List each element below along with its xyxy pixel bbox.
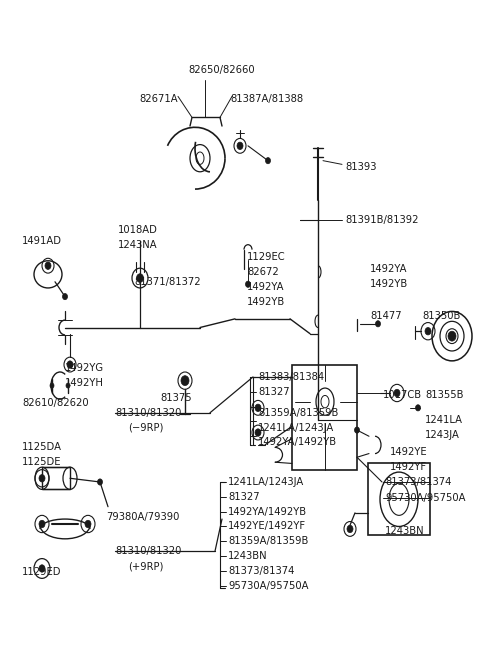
Text: 1129EC: 1129EC bbox=[247, 252, 286, 262]
Text: 1129ED: 1129ED bbox=[22, 567, 61, 577]
Circle shape bbox=[375, 321, 381, 327]
Text: (+9RP): (+9RP) bbox=[128, 561, 163, 571]
Text: 1492YA: 1492YA bbox=[370, 265, 408, 274]
Text: 1243BN: 1243BN bbox=[228, 551, 268, 561]
Text: 81373/81374: 81373/81374 bbox=[228, 566, 294, 576]
Text: 81387A/81388: 81387A/81388 bbox=[230, 94, 303, 104]
Text: 82672: 82672 bbox=[247, 267, 279, 277]
Text: 1241LA/1243JA: 1241LA/1243JA bbox=[228, 477, 304, 487]
Text: 81391B/81392: 81391B/81392 bbox=[345, 215, 419, 225]
Circle shape bbox=[66, 383, 70, 388]
Text: 1125DA: 1125DA bbox=[22, 442, 62, 453]
Circle shape bbox=[245, 281, 251, 288]
Circle shape bbox=[97, 479, 103, 485]
Text: 82610/82620: 82610/82620 bbox=[22, 398, 89, 408]
Circle shape bbox=[50, 383, 54, 388]
Text: 1492YE/1492YF: 1492YE/1492YF bbox=[228, 521, 306, 531]
Text: 1492YA: 1492YA bbox=[247, 282, 285, 291]
Circle shape bbox=[237, 142, 243, 149]
Text: 81310/81320: 81310/81320 bbox=[115, 408, 181, 418]
Text: 1491AD: 1491AD bbox=[22, 236, 62, 246]
Circle shape bbox=[347, 525, 353, 533]
Text: 1492YG: 1492YG bbox=[65, 364, 104, 373]
Circle shape bbox=[39, 475, 45, 482]
Circle shape bbox=[39, 520, 45, 528]
Circle shape bbox=[45, 262, 51, 269]
Circle shape bbox=[181, 376, 189, 386]
Circle shape bbox=[85, 520, 91, 528]
Text: 1492YA/1492YB: 1492YA/1492YB bbox=[258, 438, 337, 447]
Text: 1492YH: 1492YH bbox=[65, 378, 104, 388]
Text: 81359A/81359B: 81359A/81359B bbox=[228, 536, 308, 546]
Text: 81355B: 81355B bbox=[425, 390, 464, 400]
Bar bbox=[368, 464, 430, 535]
Text: 1017CB: 1017CB bbox=[383, 390, 422, 400]
Text: 1243JA: 1243JA bbox=[425, 430, 460, 440]
Text: 81383/81384: 81383/81384 bbox=[258, 372, 324, 382]
Text: 1243NA: 1243NA bbox=[118, 240, 157, 250]
Circle shape bbox=[355, 427, 360, 433]
Circle shape bbox=[136, 274, 144, 282]
Text: 81327: 81327 bbox=[228, 492, 260, 502]
Circle shape bbox=[448, 331, 456, 341]
Text: (−9RP): (−9RP) bbox=[128, 422, 163, 432]
Text: 81371/81372: 81371/81372 bbox=[135, 277, 201, 287]
Text: 81350B: 81350B bbox=[422, 311, 460, 322]
Circle shape bbox=[255, 429, 261, 436]
Text: 1492YA/1492YB: 1492YA/1492YB bbox=[228, 506, 307, 517]
Text: 81375: 81375 bbox=[160, 393, 192, 403]
Circle shape bbox=[425, 328, 431, 335]
Circle shape bbox=[39, 565, 45, 572]
Bar bbox=[292, 365, 357, 470]
Text: 81393: 81393 bbox=[345, 162, 376, 172]
Text: 81327: 81327 bbox=[258, 386, 289, 397]
Text: 81310/81320: 81310/81320 bbox=[115, 546, 181, 556]
Text: 95730A/95750A: 95730A/95750A bbox=[385, 493, 466, 503]
Text: 1018AD: 1018AD bbox=[118, 225, 158, 235]
Text: 81373/81374: 81373/81374 bbox=[385, 477, 451, 487]
Text: 1492YF: 1492YF bbox=[390, 462, 427, 472]
Circle shape bbox=[62, 293, 68, 300]
Text: 1241LA/1243JA: 1241LA/1243JA bbox=[258, 422, 334, 432]
Text: 1492YB: 1492YB bbox=[370, 279, 408, 290]
Circle shape bbox=[67, 361, 73, 368]
Circle shape bbox=[416, 405, 420, 411]
Bar bbox=[42, 467, 70, 489]
Circle shape bbox=[394, 389, 400, 397]
Text: 1492YE: 1492YE bbox=[390, 447, 428, 457]
Circle shape bbox=[265, 158, 271, 164]
Text: 81477: 81477 bbox=[370, 311, 402, 322]
Text: 1125DE: 1125DE bbox=[22, 457, 61, 467]
Text: 79380A/79390: 79380A/79390 bbox=[106, 512, 180, 521]
Circle shape bbox=[255, 404, 261, 411]
Text: 1241LA: 1241LA bbox=[425, 415, 463, 425]
Text: 95730A/95750A: 95730A/95750A bbox=[228, 581, 309, 591]
Text: 1492YB: 1492YB bbox=[247, 297, 285, 307]
Text: 82671A: 82671A bbox=[139, 94, 178, 104]
Text: 82650/82660: 82650/82660 bbox=[189, 66, 255, 75]
Text: 1243BN: 1243BN bbox=[385, 527, 425, 536]
Text: 81359A/81359B: 81359A/81359B bbox=[258, 408, 338, 418]
